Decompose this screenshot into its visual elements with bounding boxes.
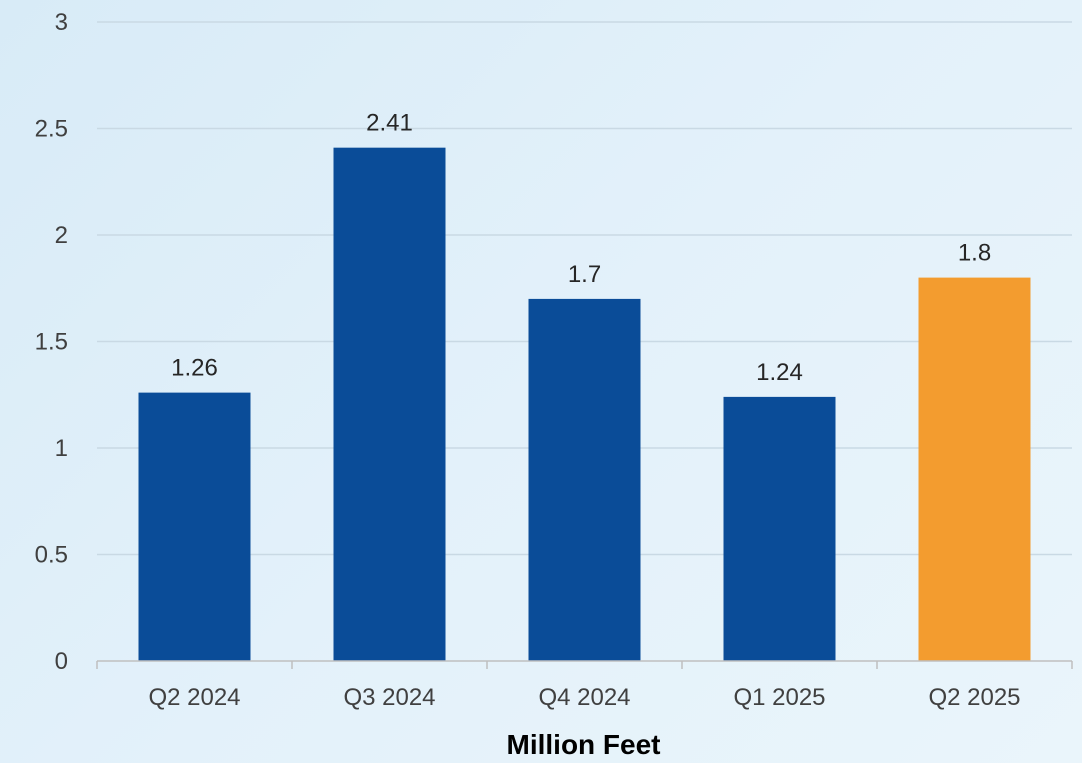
y-tick-label: 2: [55, 222, 68, 249]
data-label: 1.24: [756, 359, 803, 386]
x-axis: Q2 2024 Q3 2024 Q4 2024 Q1 2025 Q2 2025: [96, 660, 1073, 711]
bar-q4-2024: [528, 298, 641, 661]
bar-q1-2025: [723, 396, 836, 661]
data-label: 1.8: [958, 240, 991, 267]
bar-q3-2024: [333, 147, 446, 662]
x-tick-label: Q4 2024: [538, 684, 630, 711]
x-axis-title: Million Feet: [507, 729, 661, 760]
x-tick-label: Q2 2025: [928, 684, 1020, 711]
y-tick-label: 0.5: [35, 542, 68, 569]
x-tick-label: Q1 2025: [733, 684, 825, 711]
y-tick-label: 1: [55, 435, 68, 462]
y-tick-label: 2.5: [35, 116, 68, 143]
x-tick-label: Q2 2024: [148, 684, 240, 711]
y-tick-label: 1.5: [35, 329, 68, 356]
data-labels: 1.26 2.41 1.7 1.24 1.8: [171, 110, 991, 386]
y-tick-label: 0: [55, 648, 68, 675]
data-label: 1.26: [171, 355, 218, 382]
bars: [138, 147, 1031, 662]
data-label: 1.7: [568, 261, 601, 288]
data-label: 2.41: [366, 110, 413, 137]
bar-q2-2025: [918, 277, 1031, 661]
y-axis-tick-labels: 0 0.5 1 1.5 2 2.5 3: [35, 9, 68, 675]
x-tick-label: Q3 2024: [343, 684, 435, 711]
bar-q2-2024: [138, 392, 251, 661]
y-tick-label: 3: [55, 9, 68, 36]
